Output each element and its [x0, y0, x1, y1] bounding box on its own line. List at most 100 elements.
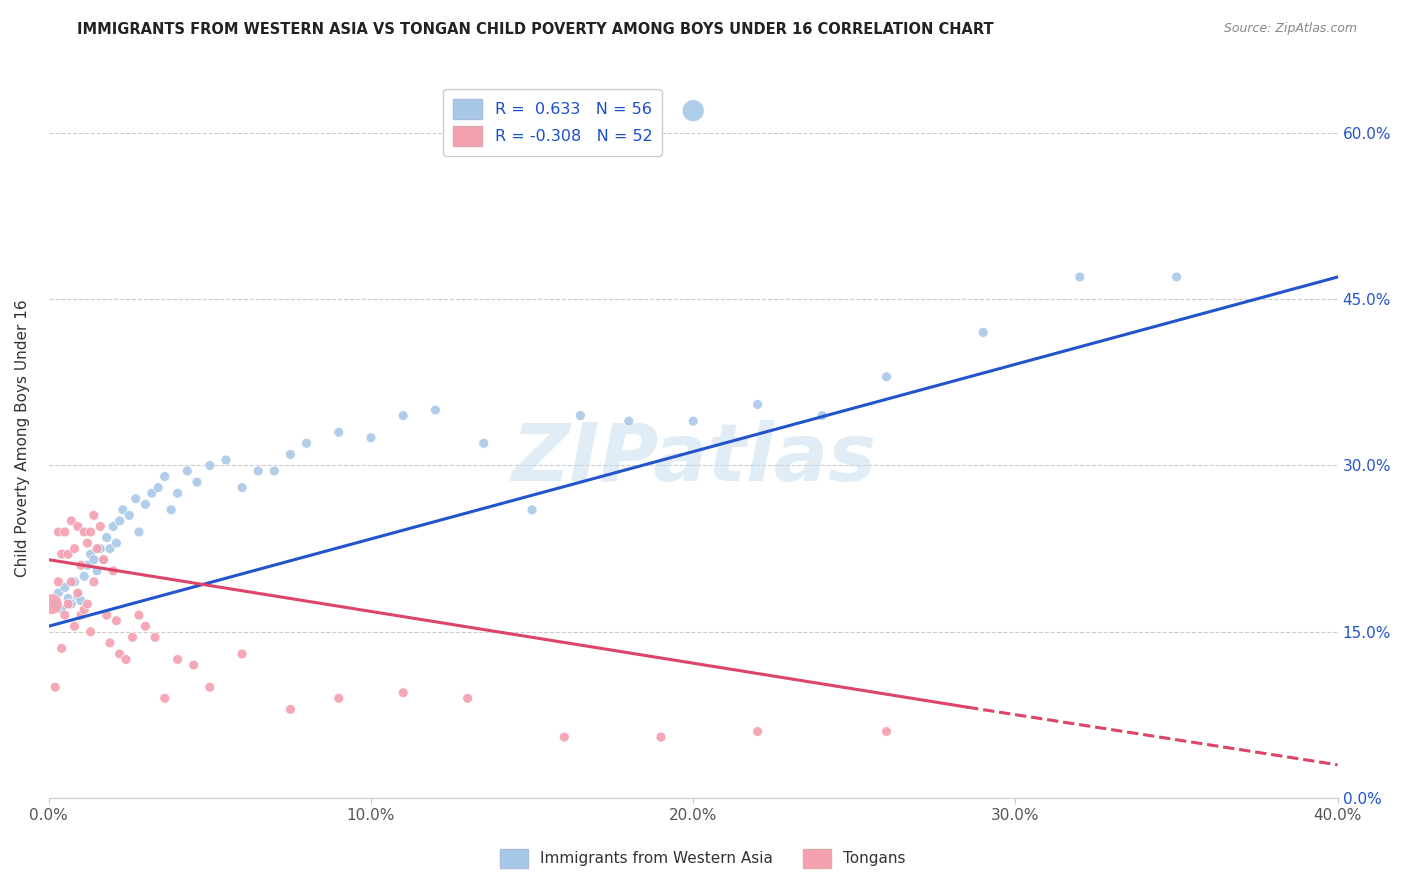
Point: [70, 608, 93, 623]
Point: [295, 436, 318, 450]
Point: [747, 724, 769, 739]
Point: [98, 541, 121, 556]
Point: [231, 647, 253, 661]
Point: [53, 581, 76, 595]
Point: [53, 608, 76, 623]
Y-axis label: Child Poverty Among Boys Under 16: Child Poverty Among Boys Under 16: [15, 299, 30, 576]
Point: [682, 414, 704, 428]
Point: [141, 486, 163, 500]
Point: [682, 103, 704, 118]
Point: [111, 503, 134, 517]
Point: [183, 658, 205, 673]
Point: [166, 652, 188, 666]
Point: [128, 524, 150, 539]
Point: [96, 531, 118, 545]
Point: [86, 564, 108, 578]
Point: [51, 602, 73, 616]
Point: [76, 597, 98, 611]
Point: [66, 589, 89, 603]
Point: [148, 481, 170, 495]
Point: [83, 552, 105, 566]
Point: [48, 524, 70, 539]
Point: [70, 558, 93, 573]
Point: [89, 519, 111, 533]
Point: [48, 586, 70, 600]
Point: [76, 558, 98, 573]
Point: [328, 425, 350, 440]
Point: [811, 409, 834, 423]
Point: [93, 552, 115, 566]
Point: [876, 369, 898, 384]
Point: [93, 552, 115, 566]
Point: [44, 597, 66, 611]
Point: [186, 475, 208, 489]
Point: [121, 630, 143, 644]
Point: [520, 503, 543, 517]
Point: [280, 447, 302, 461]
Point: [60, 597, 83, 611]
Point: [73, 524, 96, 539]
Point: [328, 691, 350, 706]
Point: [63, 619, 86, 633]
Point: [70, 593, 93, 607]
Point: [41, 597, 63, 611]
Point: [280, 702, 302, 716]
Point: [48, 574, 70, 589]
Point: [876, 724, 898, 739]
Point: [153, 469, 176, 483]
Point: [103, 519, 125, 533]
Text: IMMIGRANTS FROM WESTERN ASIA VS TONGAN CHILD POVERTY AMONG BOYS UNDER 16 CORRELA: IMMIGRANTS FROM WESTERN ASIA VS TONGAN C…: [77, 22, 994, 37]
Point: [86, 541, 108, 556]
Point: [103, 564, 125, 578]
Point: [134, 497, 156, 511]
Point: [472, 436, 495, 450]
Point: [79, 547, 101, 561]
Point: [63, 541, 86, 556]
Point: [569, 409, 592, 423]
Point: [617, 414, 640, 428]
Point: [143, 630, 166, 644]
Point: [79, 524, 101, 539]
Text: ZIPatlas: ZIPatlas: [510, 420, 876, 499]
Point: [392, 686, 415, 700]
Point: [650, 730, 672, 744]
Point: [392, 409, 415, 423]
Point: [63, 574, 86, 589]
Point: [83, 574, 105, 589]
Point: [247, 464, 270, 478]
Point: [105, 614, 128, 628]
Point: [198, 458, 221, 473]
Point: [89, 541, 111, 556]
Point: [1069, 270, 1091, 285]
Point: [128, 608, 150, 623]
Point: [134, 619, 156, 633]
Point: [1166, 270, 1188, 285]
Point: [56, 597, 79, 611]
Legend: Immigrants from Western Asia, Tongans: Immigrants from Western Asia, Tongans: [494, 843, 912, 873]
Point: [76, 536, 98, 550]
Point: [56, 591, 79, 606]
Point: [66, 519, 89, 533]
Point: [166, 486, 188, 500]
Point: [457, 691, 479, 706]
Point: [105, 536, 128, 550]
Point: [60, 514, 83, 528]
Point: [118, 508, 141, 523]
Point: [153, 691, 176, 706]
Point: [51, 547, 73, 561]
Point: [125, 491, 148, 506]
Point: [66, 586, 89, 600]
Point: [56, 547, 79, 561]
Point: [96, 608, 118, 623]
Point: [79, 624, 101, 639]
Point: [198, 680, 221, 694]
Point: [108, 514, 131, 528]
Point: [553, 730, 575, 744]
Point: [98, 636, 121, 650]
Point: [176, 464, 198, 478]
Point: [44, 680, 66, 694]
Point: [115, 652, 138, 666]
Point: [231, 481, 253, 495]
Point: [51, 641, 73, 656]
Point: [160, 503, 183, 517]
